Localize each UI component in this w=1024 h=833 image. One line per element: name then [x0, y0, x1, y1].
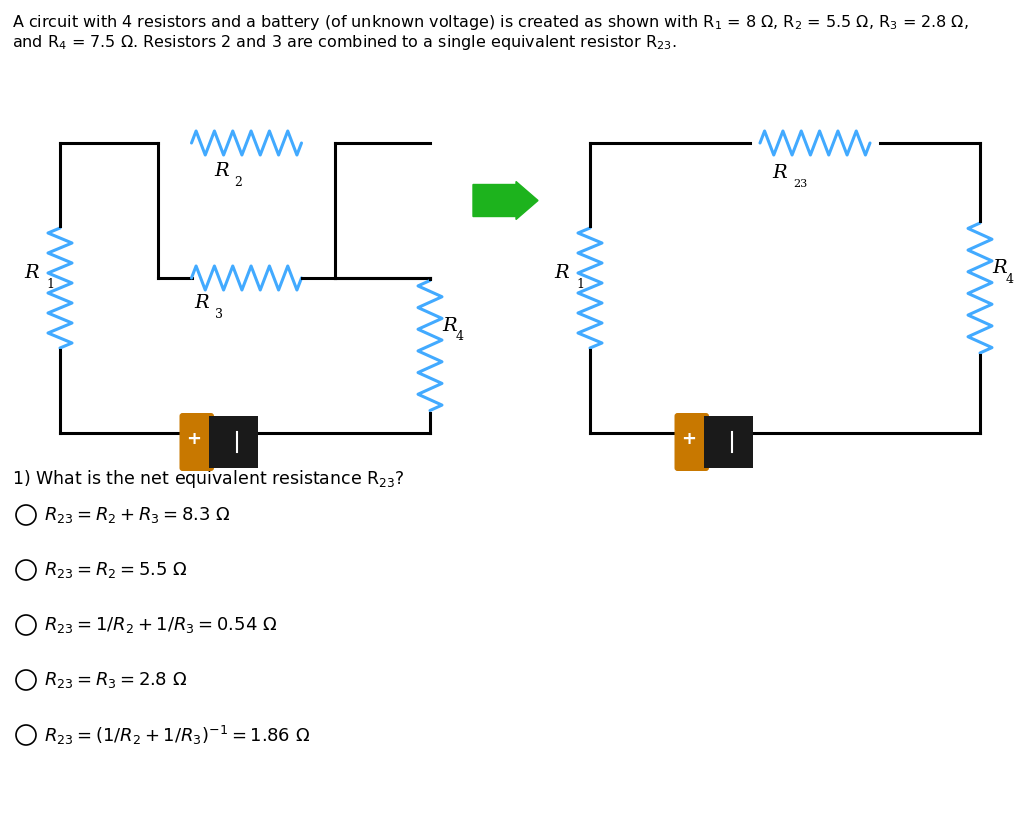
Text: $R_{23} = (1/R_2 + 1/R_3)^{-1} = 1.86\ \Omega$: $R_{23} = (1/R_2 + 1/R_3)^{-1} = 1.86\ \…: [44, 723, 310, 746]
FancyBboxPatch shape: [675, 413, 709, 471]
Text: A circuit with 4 resistors and a battery (of unknown voltage) is created as show: A circuit with 4 resistors and a battery…: [12, 13, 969, 32]
Text: 23: 23: [793, 179, 807, 189]
FancyArrow shape: [473, 182, 538, 220]
Text: R: R: [555, 264, 569, 282]
Text: 1: 1: [575, 277, 584, 291]
Text: $R_{23} = R_3 = 2.8\ \Omega$: $R_{23} = R_3 = 2.8\ \Omega$: [44, 670, 187, 690]
Text: R: R: [992, 259, 1007, 277]
Text: $R_{23} = R_2 = 5.5\ \Omega$: $R_{23} = R_2 = 5.5\ \Omega$: [44, 560, 187, 580]
Text: R: R: [25, 264, 39, 282]
Text: $R_{23} = 1/R_2 + 1/R_3 = 0.54\ \Omega$: $R_{23} = 1/R_2 + 1/R_3 = 0.54\ \Omega$: [44, 615, 278, 635]
Text: and R$_4$ = 7.5 $\Omega$. Resistors 2 and 3 are combined to a single equivalent : and R$_4$ = 7.5 $\Omega$. Resistors 2 an…: [12, 33, 677, 52]
Bar: [705, 416, 753, 468]
Text: 4: 4: [456, 330, 464, 343]
Text: 3: 3: [214, 307, 222, 321]
Bar: [209, 416, 257, 468]
Text: 2: 2: [234, 176, 243, 188]
Text: +: +: [186, 431, 202, 448]
Text: +: +: [681, 431, 696, 448]
FancyBboxPatch shape: [179, 413, 214, 471]
Text: $R_{23} = R_2 + R_3 = 8.3\ \Omega$: $R_{23} = R_2 + R_3 = 8.3\ \Omega$: [44, 505, 230, 525]
Text: R: R: [214, 162, 228, 180]
Text: R: R: [195, 294, 209, 312]
Text: R: R: [442, 317, 457, 335]
Text: 4: 4: [1006, 272, 1014, 286]
Text: R: R: [773, 164, 787, 182]
Text: 1) What is the net equivalent resistance R$_{23}$?: 1) What is the net equivalent resistance…: [12, 468, 404, 490]
Text: 1: 1: [46, 277, 54, 291]
